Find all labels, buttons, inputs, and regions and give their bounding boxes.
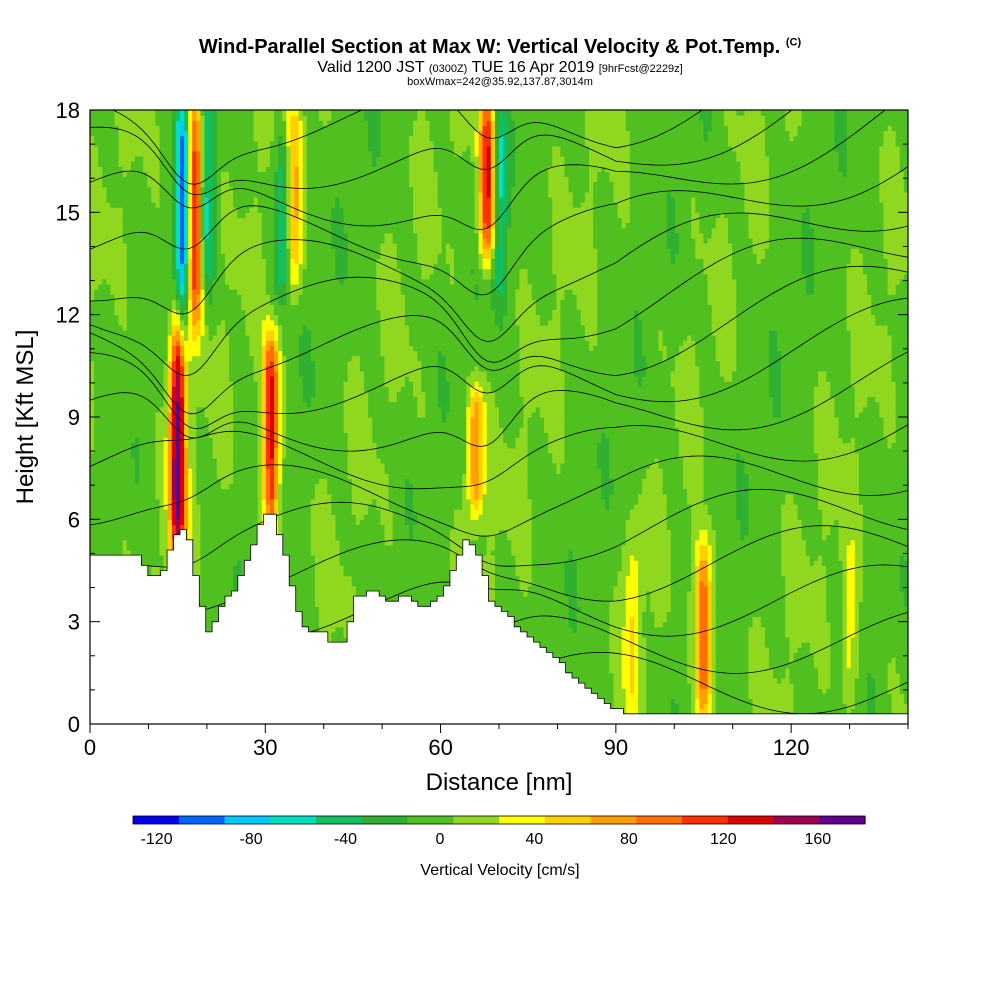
colorbar-swatch xyxy=(774,816,820,824)
colorbar-swatch xyxy=(133,816,179,824)
colorbar-swatch xyxy=(179,816,225,824)
y-tick-label: 12 xyxy=(56,303,80,328)
x-tick-label: 90 xyxy=(604,735,628,760)
colorbar-swatch xyxy=(499,816,545,824)
colorbar-tick-label: 80 xyxy=(620,831,638,848)
colorbar-swatch xyxy=(682,816,728,824)
colorbar-tick-label: 120 xyxy=(710,831,737,848)
x-axis-label: Distance [nm] xyxy=(426,769,573,796)
colorbar-swatch xyxy=(362,816,408,824)
colorbar-tick-label: -40 xyxy=(334,831,357,848)
colorbar-tick-label: -120 xyxy=(141,831,173,848)
x-tick-label: 60 xyxy=(428,735,452,760)
y-tick-label: 9 xyxy=(68,405,80,430)
colorbar-swatch xyxy=(819,816,865,824)
colorbar-swatch xyxy=(453,816,499,824)
colorbar-swatch xyxy=(636,816,682,824)
colorbar-swatch xyxy=(316,816,362,824)
colorbar-swatch xyxy=(225,816,271,824)
y-tick-label: 0 xyxy=(68,712,80,737)
colorbar-swatch xyxy=(728,816,774,824)
colorbar-swatch xyxy=(270,816,316,824)
x-axis: 0 30 60 90 120 xyxy=(84,724,908,760)
y-tick-label: 18 xyxy=(56,98,80,123)
colorbar-swatch xyxy=(591,816,637,824)
colorbar-tick-label: 160 xyxy=(804,831,831,848)
x-tick-label: 0 xyxy=(84,735,96,760)
colorbar-tick-label: 0 xyxy=(436,831,445,848)
y-tick-label: 3 xyxy=(68,610,80,635)
colorbar-tick-label: 40 xyxy=(526,831,544,848)
colorbar-swatch xyxy=(408,816,454,824)
y-tick-label: 15 xyxy=(56,200,80,225)
colorbar-swatch xyxy=(545,816,591,824)
x-tick-label: 120 xyxy=(773,735,810,760)
y-tick-label: 6 xyxy=(68,507,80,532)
y-axis-label: Height [Kft MSL] xyxy=(12,330,39,505)
colorbar-label: Vertical Velocity [cm/s] xyxy=(0,862,1000,880)
colorbar-tick-label: -80 xyxy=(240,831,263,848)
colorbar: -120 -80 -40 0 40 80 120 160 xyxy=(133,816,866,848)
x-tick-label: 30 xyxy=(253,735,277,760)
